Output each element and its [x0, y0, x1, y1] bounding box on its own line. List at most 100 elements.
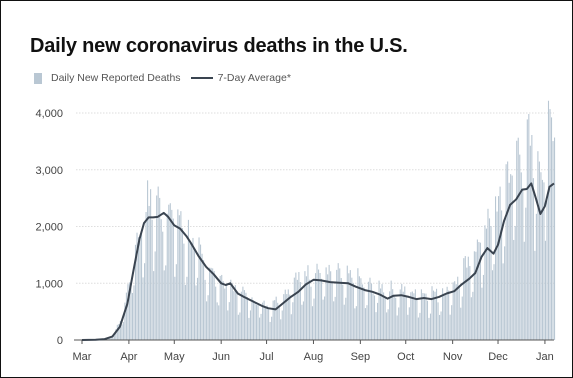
x-tick-label: Oct — [397, 351, 414, 363]
daily-deaths-bar — [124, 302, 126, 340]
daily-deaths-bar — [479, 242, 481, 340]
daily-deaths-bar — [221, 274, 223, 340]
daily-deaths-bar — [377, 302, 379, 340]
daily-deaths-bar — [345, 297, 347, 340]
daily-deaths-bar — [246, 297, 248, 340]
daily-deaths-bar — [339, 268, 341, 340]
daily-deaths-bar — [209, 267, 211, 340]
daily-deaths-bar — [319, 272, 321, 340]
daily-deaths-bar — [340, 278, 342, 340]
daily-deaths-bar — [187, 219, 189, 340]
daily-deaths-bar — [304, 271, 306, 340]
daily-deaths-bar — [160, 219, 162, 340]
daily-deaths-bar — [463, 258, 465, 340]
daily-deaths-bar — [145, 211, 147, 340]
x-tick-label: Jan — [536, 351, 554, 363]
daily-deaths-bar — [440, 311, 442, 340]
daily-deaths-bar — [180, 211, 182, 340]
daily-deaths-bar — [491, 270, 494, 340]
daily-deaths-bar — [451, 305, 453, 340]
daily-deaths-bar — [302, 301, 304, 340]
daily-deaths-bar — [354, 308, 356, 340]
daily-deaths-bar — [464, 256, 466, 340]
daily-deaths-bar — [151, 219, 153, 340]
daily-deaths-bar — [484, 225, 486, 340]
daily-deaths-bar — [534, 250, 536, 340]
daily-deaths-bar — [410, 292, 412, 340]
daily-deaths-bar — [454, 281, 456, 340]
daily-deaths-bar — [467, 256, 469, 340]
daily-deaths-bar — [136, 232, 138, 340]
daily-deaths-bar — [163, 270, 165, 340]
daily-deaths-bar — [504, 246, 506, 340]
daily-deaths-bar — [260, 313, 262, 340]
chart-title: Daily new coronavirus deaths in the U.S. — [30, 35, 408, 57]
daily-deaths-bar — [189, 240, 191, 340]
y-tick-label: 1,000 — [35, 278, 63, 290]
daily-deaths-bar — [523, 241, 525, 340]
daily-deaths-bar — [346, 265, 348, 340]
daily-deaths-bar — [210, 267, 212, 340]
daily-deaths-bar — [228, 302, 230, 340]
daily-deaths-bar — [251, 297, 253, 340]
daily-deaths-bar — [165, 265, 167, 340]
daily-deaths-bar — [499, 186, 501, 340]
daily-deaths-bar — [487, 208, 489, 340]
daily-deaths-bar — [307, 265, 309, 340]
daily-deaths-bar — [325, 267, 327, 340]
daily-deaths-bar — [327, 274, 329, 340]
daily-deaths-bar — [546, 200, 548, 340]
daily-deaths-bar — [507, 161, 509, 340]
daily-deaths-bar — [476, 239, 478, 340]
daily-deaths-bar — [213, 270, 215, 340]
daily-deaths-bar — [498, 196, 500, 340]
daily-deaths-bar — [351, 277, 353, 340]
daily-deaths-bar — [286, 294, 288, 340]
daily-deaths-bar — [333, 301, 335, 340]
x-tick-label: May — [164, 351, 185, 363]
daily-deaths-bar — [369, 277, 371, 340]
daily-deaths-bar — [204, 279, 206, 340]
daily-deaths-bar — [262, 302, 264, 340]
daily-deaths-bar — [289, 294, 291, 340]
daily-deaths-bar — [201, 253, 203, 340]
daily-deaths-bar — [110, 338, 112, 340]
daily-deaths-bar — [337, 263, 339, 340]
daily-deaths-bar — [314, 273, 317, 340]
daily-deaths-bar — [275, 296, 277, 340]
daily-deaths-bar — [255, 304, 258, 340]
daily-deaths-bar — [222, 281, 224, 340]
daily-deaths-bar — [193, 250, 196, 340]
daily-deaths-bar — [481, 287, 483, 340]
daily-deaths-bar — [414, 289, 416, 340]
daily-deaths-bar — [190, 244, 193, 340]
daily-deaths-bar — [280, 319, 282, 340]
daily-deaths-bar — [196, 277, 199, 340]
daily-deaths-bar — [131, 292, 134, 340]
daily-deaths-bar — [511, 175, 513, 340]
daily-deaths-bar — [516, 140, 518, 340]
daily-deaths-bar — [212, 268, 214, 340]
daily-deaths-bar — [535, 213, 537, 340]
daily-deaths-bar — [277, 302, 279, 340]
daily-deaths-bar — [496, 211, 498, 340]
daily-deaths-bar — [493, 264, 495, 340]
daily-deaths-bar — [472, 291, 474, 340]
daily-deaths-bar — [328, 264, 330, 340]
daily-deaths-bar — [334, 296, 336, 340]
x-tick-label: Nov — [443, 351, 463, 363]
daily-deaths-bar — [172, 218, 174, 340]
daily-deaths-bar — [159, 197, 161, 340]
daily-deaths-bar — [239, 312, 241, 340]
daily-deaths-bar — [236, 291, 238, 340]
daily-deaths-bar — [305, 276, 307, 340]
daily-deaths-bar — [383, 292, 385, 340]
daily-deaths-bar — [510, 174, 512, 340]
y-tick-label: 0 — [57, 335, 63, 347]
daily-deaths-bar — [490, 226, 492, 340]
legend-line-swatch — [190, 77, 213, 79]
daily-deaths-bar — [175, 264, 177, 340]
daily-deaths-bar — [316, 263, 318, 340]
daily-deaths-bar — [245, 292, 247, 340]
